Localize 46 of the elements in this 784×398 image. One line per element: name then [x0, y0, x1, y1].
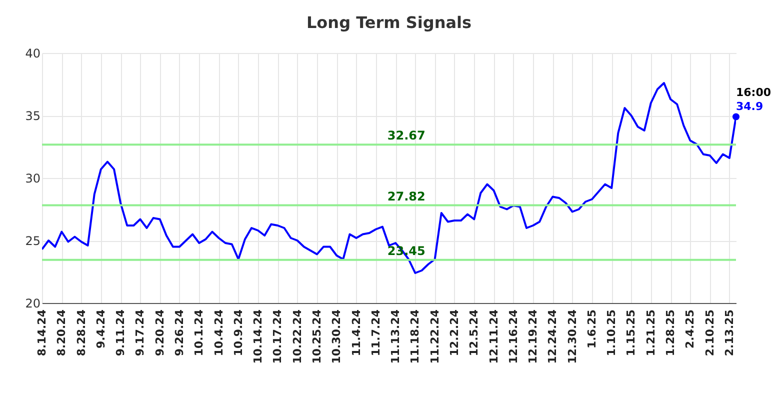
x-tick-label: 9.11.24 — [114, 309, 128, 356]
y-tick-label: 20 — [25, 296, 40, 310]
x-tick-label: 8.14.24 — [36, 309, 48, 356]
x-tick-label: 10.14.24 — [252, 309, 265, 364]
x-tick-label: 10.22.24 — [290, 309, 304, 364]
y-tick-label: 30 — [25, 172, 40, 186]
x-tick-label: 10.25.24 — [310, 309, 324, 364]
y-tick-label: 25 — [25, 234, 40, 248]
x-tick-label: 11.4.24 — [350, 309, 363, 356]
x-tick-label: 11.22.24 — [428, 309, 442, 364]
x-tick-label: 12.2.24 — [448, 309, 461, 356]
x-tick-label: 2.4.25 — [684, 310, 697, 348]
x-tick-label: 10.17.24 — [271, 309, 284, 364]
x-tick-label: 1.28.25 — [664, 310, 678, 356]
x-tick-label: 12.30.24 — [566, 309, 579, 364]
x-tick-label: 12.24.24 — [546, 309, 560, 364]
x-tick-label: 10.4.24 — [212, 309, 226, 356]
ref-line-label: 32.67 — [387, 128, 426, 143]
x-tick-label: 8.28.24 — [74, 309, 88, 356]
x-tick-label: 10.30.24 — [330, 309, 344, 364]
x-tick-label: 2.13.25 — [722, 310, 736, 356]
x-tick-label: 12.11.24 — [487, 309, 500, 364]
y-tick-label: 35 — [25, 109, 40, 123]
ref-line-label: 27.82 — [387, 189, 426, 204]
x-tick-label: 11.7.24 — [369, 309, 382, 356]
x-tick-label: 11.13.24 — [389, 309, 402, 364]
x-tick-label: 11.18.24 — [408, 309, 422, 364]
x-tick-label: 2.10.25 — [703, 310, 716, 356]
x-tick-label: 8.20.24 — [55, 309, 68, 356]
x-tick-label: 1.15.25 — [624, 310, 638, 356]
x-tick-label: 1.6.25 — [585, 310, 598, 348]
annotation: 16:00 — [736, 86, 772, 99]
x-tick-label: 1.21.25 — [644, 310, 658, 356]
y-tick-label: 40 — [25, 46, 40, 60]
x-tick-label: 9.4.24 — [94, 309, 108, 348]
x-tick-label: 10.1.24 — [192, 309, 206, 356]
x-tick-label: 9.17.24 — [134, 309, 147, 356]
x-tick-label: 12.19.24 — [526, 309, 540, 364]
x-tick-label: 9.26.24 — [172, 309, 186, 356]
x-tick-label: 9.20.24 — [153, 309, 166, 356]
x-tick-label: 1.10.25 — [605, 310, 618, 356]
data-label: 34.9 — [736, 100, 764, 113]
x-tick-label: 12.5.24 — [468, 309, 481, 356]
x-tick-label: 10.9.24 — [232, 309, 245, 356]
chart-title: Long Term Signals — [306, 13, 472, 32]
x-tick-label: 12.16.24 — [506, 309, 520, 364]
